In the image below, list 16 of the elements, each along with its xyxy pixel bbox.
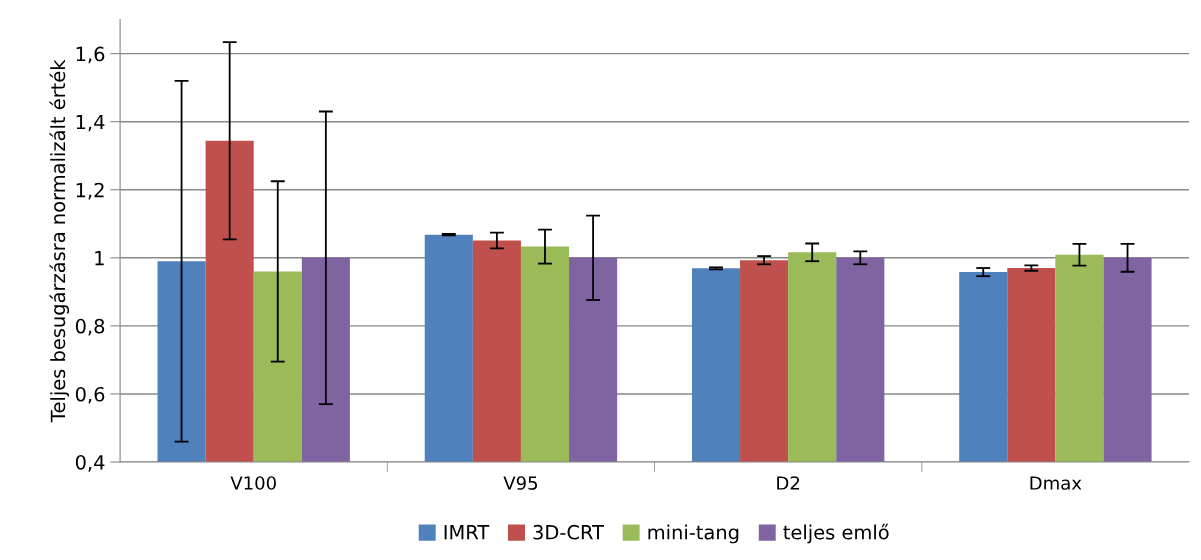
y-tick-label: 0,8 (75, 318, 105, 336)
y-axis-title: Teljes besugárzásra normalizált érték (49, 59, 70, 423)
y-tick-label: 0,4 (75, 454, 105, 472)
y-tick-label: 1,6 (76, 46, 105, 64)
legend-label: mini-tang (648, 524, 739, 544)
x-tick-label: Dmax (1030, 476, 1082, 490)
legend-label: 3D-CRT (533, 524, 604, 540)
legend-label: teljes emlő (783, 523, 889, 544)
legend-label: IMRT (444, 525, 490, 540)
y-tick-label: 1,2 (76, 182, 104, 200)
y-tick-label: 1 (95, 251, 104, 266)
y-tick-label: 0,6 (75, 386, 105, 404)
x-tick-label: V100 (230, 476, 276, 490)
x-tick-label: V95 (503, 476, 538, 490)
x-tick-label: D2 (777, 476, 800, 490)
y-tick-label: 1,4 (76, 114, 105, 132)
